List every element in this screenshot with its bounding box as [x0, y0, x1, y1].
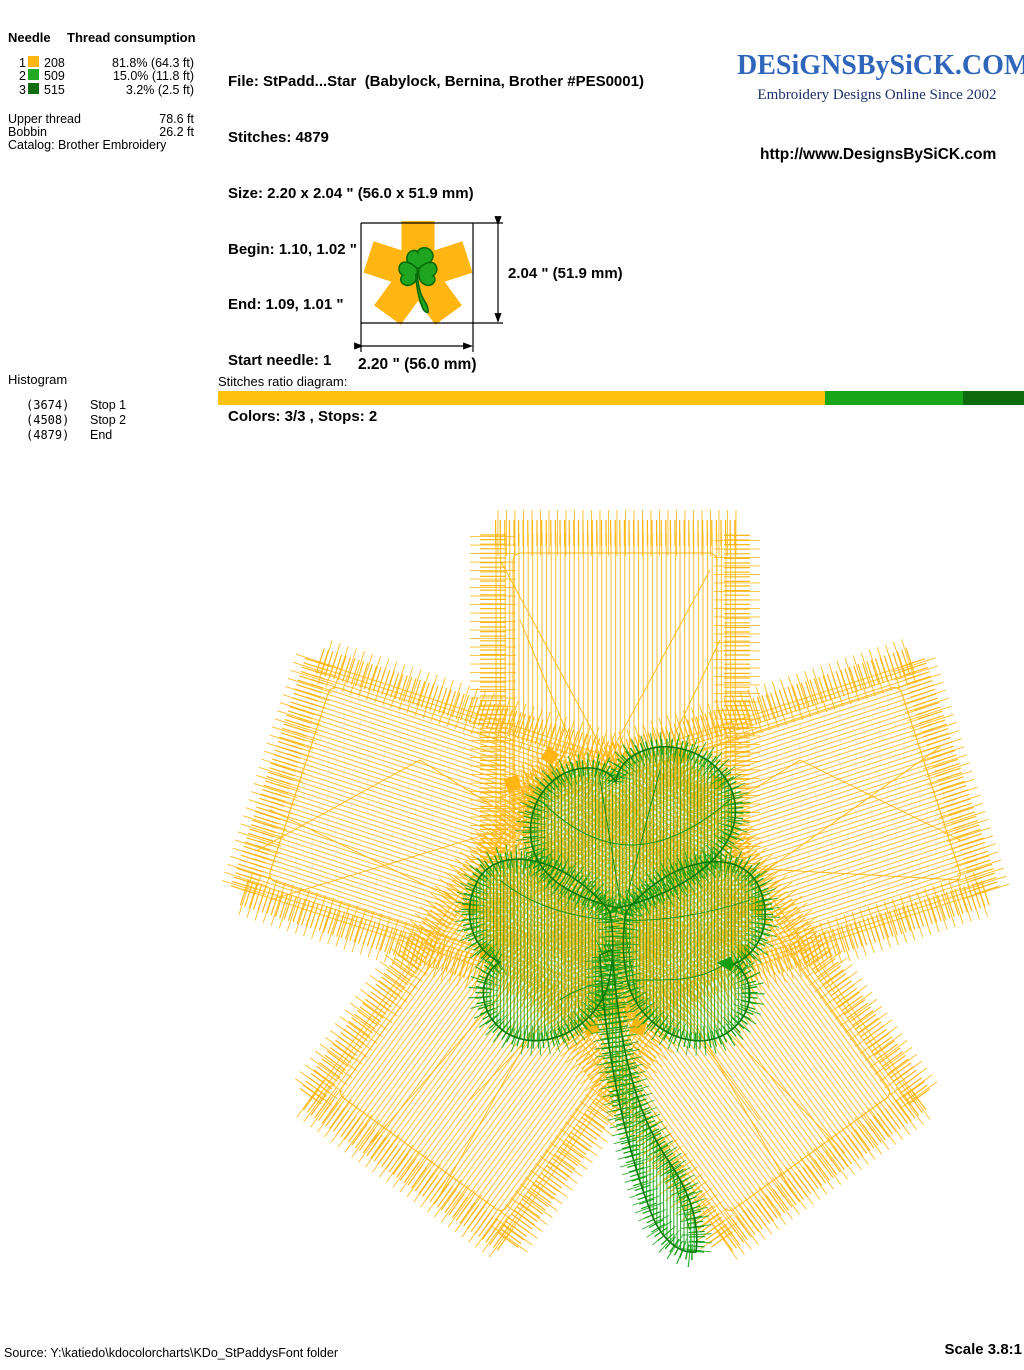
file-info-line: Colors: 3/3 , Stops: 2 — [228, 407, 378, 425]
histogram-panel: (3674) Stop 1 (4508) Stop 2 (4879) End — [8, 398, 208, 444]
histogram-entry: (4879) End — [8, 428, 208, 443]
thread-row: 1 208 81.8% (64.3 ft) — [8, 56, 194, 70]
histogram-entry: (3674) Stop 1 — [8, 398, 208, 413]
thread-row: 3 515 3.2% (2.5 ft) — [8, 82, 194, 97]
catalog-line: Catalog: Brother Embroidery — [8, 138, 167, 152]
ratio-segment — [962, 391, 1024, 405]
histogram-label: Stop 1 — [90, 398, 127, 412]
thread-consumption-header: Thread consumption — [67, 30, 196, 45]
file-info-line: File: StPadd...Star (Babylock, Bernina, … — [228, 73, 644, 91]
histogram-entry: (4508) Stop 2 — [8, 413, 208, 428]
mini-shamrock — [398, 246, 438, 314]
thread-consumption-value: 15.0% (11.8 ft) — [112, 69, 194, 84]
histogram-count: (3674) — [26, 398, 70, 412]
thread-row: 2 509 15.0% (11.8 ft) — [8, 69, 194, 84]
needle-number: 3 — [19, 82, 26, 97]
thread-code: 208 — [44, 56, 65, 70]
thumbnail-frame — [360, 222, 503, 352]
design-thumbnail: 2.04 " (51.9 mm) 2.20 " (56.0 mm) — [354, 216, 623, 373]
upper-thread-row: Upper thread 78.6 ft — [8, 112, 194, 126]
brand-url: http://www.DesignsBySiCK.com — [760, 146, 997, 163]
thread-code: 509 — [44, 69, 65, 84]
file-info-panel: File: StPadd...Star (Babylock, Bernina, … — [228, 36, 768, 445]
histogram-count: (4508) — [26, 413, 70, 428]
thread-color-swatch — [28, 69, 39, 81]
brand-tagline: Embroidery Designs Online Since 2002 — [757, 87, 997, 103]
histogram-title: Histogram — [8, 372, 68, 387]
bobbin-row: Bobbin 26.2 ft — [8, 125, 194, 139]
upper-thread-value: 78.6 ft — [159, 112, 194, 126]
stitch-design — [180, 505, 1024, 1300]
thread-consumption-value: 3.2% (2.5 ft) — [125, 82, 194, 97]
footer-source: Source: Y:\katiedo\kdocolorcharts\KDo_St… — [4, 1346, 338, 1360]
upper-thread-label: Upper thread — [8, 112, 81, 126]
histogram-label: End — [90, 428, 113, 443]
brand-logo: DESiGNSBySiCK.COM — [737, 50, 1024, 81]
file-info-line: Stitches: 4879 — [228, 128, 329, 146]
thread-color-swatch — [28, 82, 39, 94]
footer-scale: Scale 3.8:1 — [944, 1341, 1022, 1358]
thread-color-swatch — [28, 56, 39, 67]
ratio-segment — [218, 391, 825, 405]
needle-number: 2 — [19, 69, 26, 84]
needle-number: 1 — [19, 56, 26, 70]
histogram-count: (4879) — [26, 428, 70, 443]
height-dimension-label: 2.04 " (51.9 mm) — [508, 265, 623, 282]
thread-consumption-value: 81.8% (64.3 ft) — [112, 56, 194, 70]
file-info-line: End: 1.09, 1.01 " — [228, 296, 344, 314]
histogram-label: Stop 2 — [90, 413, 127, 428]
thread-table: 1 208 81.8% (64.3 ft) 2 509 15.0% (11.8 … — [8, 56, 194, 97]
ratio-diagram-label: Stitches ratio diagram: — [218, 374, 348, 389]
file-info-line: Begin: 1.10, 1.02 " — [228, 240, 357, 258]
thread-code: 515 — [44, 82, 65, 97]
bobbin-value: 26.2 ft — [159, 125, 194, 139]
needle-header: Needle — [8, 30, 51, 45]
file-info-line: Start needle: 1 — [228, 352, 332, 370]
ratio-segment — [824, 391, 963, 405]
file-info-line: Size: 2.20 x 2.04 " (56.0 x 51.9 mm) — [228, 184, 474, 202]
width-dimension-label: 2.20 " (56.0 mm) — [358, 356, 477, 373]
ratio-diagram-bar — [218, 391, 1024, 405]
bobbin-label: Bobbin — [8, 125, 47, 139]
